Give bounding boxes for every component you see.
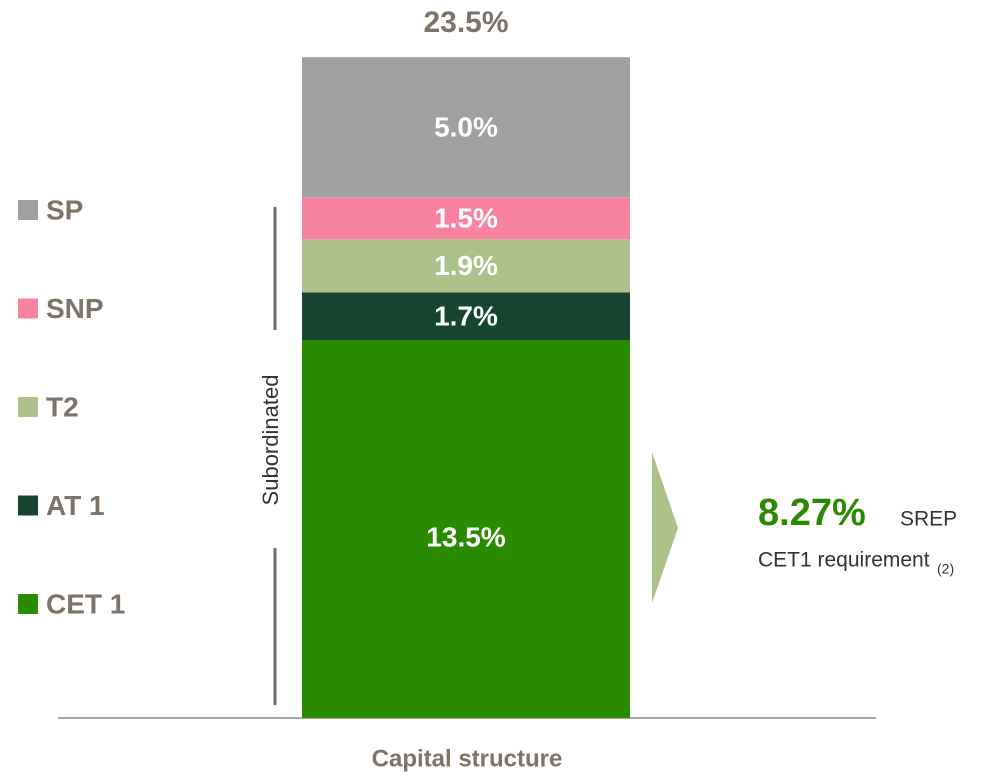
annotation-footnote: (2) (937, 561, 954, 577)
bar-segment (302, 57, 630, 198)
legend-swatch (18, 495, 38, 516)
annotation-label: SREP (900, 508, 957, 531)
bar-segment (302, 239, 630, 293)
bar-segment (302, 340, 630, 718)
bar-segment (302, 197, 630, 240)
x-tick-label: Capital structure (372, 745, 563, 772)
legend-label: CET 1 (46, 588, 125, 619)
legend-label: AT 1 (46, 490, 105, 521)
data-label: 1.5% (434, 203, 498, 234)
data-label: 13.5% (426, 521, 505, 552)
annotation-value: 8.27% (758, 492, 866, 534)
data-label: 1.9% (434, 250, 498, 281)
legend-label: SP (46, 194, 83, 225)
bracket-label: Subordinated (258, 375, 283, 506)
legend-label: T2 (46, 391, 79, 422)
legend-label: SNP (46, 293, 104, 324)
total-label: 23.5% (423, 6, 508, 39)
legend-swatch (18, 200, 38, 220)
data-label: 1.7% (434, 301, 498, 332)
legend-swatch (18, 594, 38, 614)
legend-swatch (18, 397, 38, 417)
arrow (652, 452, 678, 603)
bar-segment (302, 292, 630, 340)
legend-swatch (18, 298, 38, 319)
annotation-sub-label: CET1 requirement (758, 549, 930, 572)
data-label: 5.0% (434, 112, 498, 143)
